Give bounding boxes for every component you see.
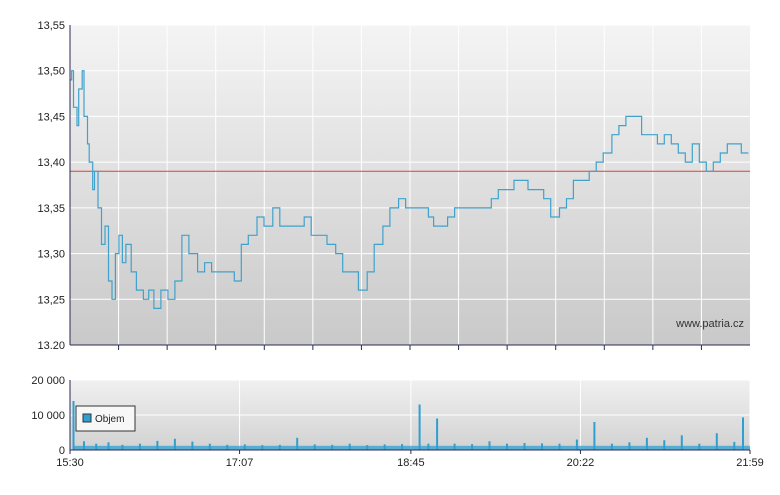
volume-bar bbox=[733, 441, 736, 450]
x-tick-label: 18:45 bbox=[397, 457, 425, 469]
volume-bar bbox=[742, 417, 744, 450]
x-tick-label: 15:30 bbox=[56, 457, 84, 469]
volume-bar bbox=[191, 441, 194, 450]
volume-bar bbox=[427, 443, 430, 450]
volume-y-tick-label: 20 000 bbox=[31, 375, 65, 387]
volume-bar bbox=[575, 439, 578, 450]
time-x-axis: 15:30 17:07 18:45 20:22 21:59 bbox=[56, 345, 764, 469]
volume-bar bbox=[173, 438, 176, 450]
volume-bar bbox=[401, 444, 404, 450]
volume-y-tick-label: 0 bbox=[59, 445, 65, 457]
volume-bar bbox=[680, 435, 683, 450]
price-y-tick-label: 13,55 bbox=[37, 20, 65, 32]
volume-bar bbox=[226, 444, 229, 451]
price-y-tick-label: 13,40 bbox=[37, 157, 65, 169]
volume-bar bbox=[645, 437, 648, 451]
price-y-tick-label: 13,35 bbox=[37, 203, 65, 215]
price-y-tick-label: 13,30 bbox=[37, 249, 65, 261]
x-tick-label: 21:59 bbox=[736, 457, 764, 469]
volume-bars bbox=[72, 401, 750, 451]
volume-bar bbox=[331, 444, 334, 451]
volume-bar bbox=[208, 443, 211, 450]
price-y-axis: 13,55 13,50 13,45 13,40 13,35 13,30 13,25 13.20 bbox=[37, 20, 65, 352]
price-y-tick-label: 13.20 bbox=[37, 340, 65, 352]
volume-bar bbox=[453, 443, 456, 450]
volume-bar bbox=[107, 442, 110, 450]
volume-bar bbox=[261, 445, 264, 450]
volume-bar bbox=[418, 404, 421, 450]
price-series-line bbox=[70, 70, 749, 309]
volume-bar bbox=[95, 443, 98, 450]
volume-bar bbox=[243, 444, 246, 450]
volume-bar bbox=[121, 444, 124, 451]
volume-bar bbox=[471, 444, 474, 450]
legend-swatch bbox=[82, 413, 92, 423]
volume-bar bbox=[523, 443, 526, 450]
volume-bar bbox=[610, 443, 613, 450]
watermark: www.patria.cz bbox=[675, 318, 744, 330]
volume-bar bbox=[436, 418, 439, 450]
volume-bar bbox=[506, 443, 508, 450]
x-tick-label: 17:07 bbox=[226, 457, 254, 469]
volume-bar bbox=[138, 443, 141, 450]
volume-baseline-band bbox=[73, 445, 750, 450]
volume-bar bbox=[663, 440, 666, 450]
volume-bar bbox=[593, 422, 596, 450]
volume-bar bbox=[383, 444, 386, 450]
volume-bar bbox=[83, 441, 85, 451]
volume-y-tick-label: 10 000 bbox=[31, 410, 65, 422]
volume-bar bbox=[313, 444, 316, 450]
x-tick-label: 20:22 bbox=[567, 457, 595, 469]
volume-bar bbox=[698, 443, 701, 450]
volume-bar bbox=[296, 437, 299, 451]
volume-y-axis: 20 000 10 000 0 bbox=[31, 375, 65, 457]
volume-bar bbox=[628, 442, 631, 450]
volume-bar bbox=[348, 443, 351, 450]
volume-bar bbox=[278, 444, 281, 451]
price-y-tick-label: 13,50 bbox=[37, 66, 65, 78]
legend-label: Objem bbox=[95, 414, 124, 425]
volume-bar bbox=[72, 401, 75, 450]
volume-bar bbox=[156, 440, 159, 450]
price-y-tick-label: 13,45 bbox=[37, 111, 65, 123]
volume-bar bbox=[558, 443, 561, 450]
volume-bar bbox=[541, 443, 543, 450]
volume-bar bbox=[366, 445, 369, 450]
volume-bar bbox=[488, 441, 491, 451]
volume-bar bbox=[715, 433, 718, 450]
price-y-tick-label: 13,25 bbox=[37, 294, 65, 306]
volume-legend: Objem bbox=[75, 405, 136, 432]
